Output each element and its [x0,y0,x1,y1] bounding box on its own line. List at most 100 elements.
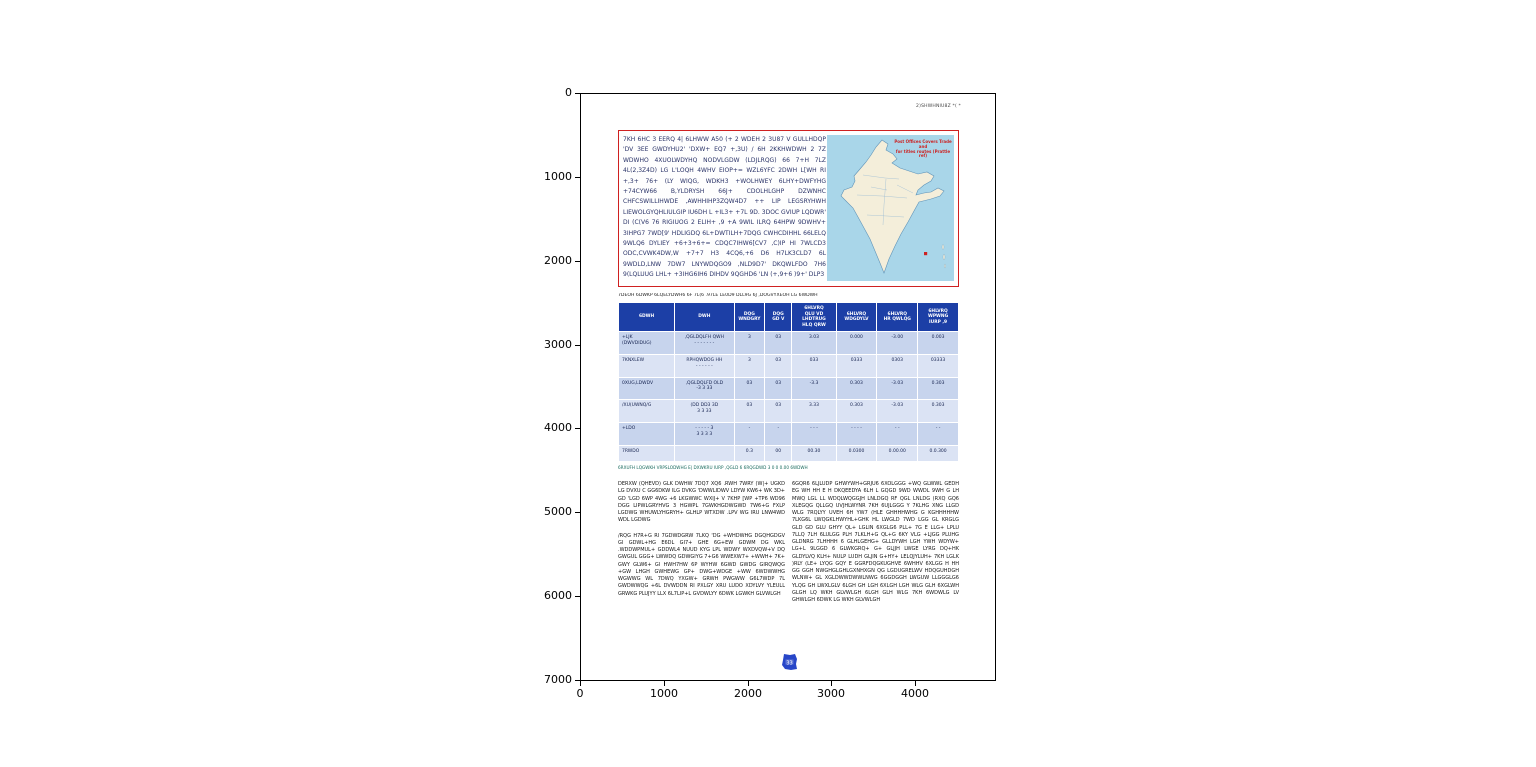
y-tick-label: 1000 [544,170,572,183]
column-header: 6DWH [617,301,676,333]
tick-mark [663,681,665,686]
table-cell: /XU(UWNQ/G [617,399,676,423]
x-tick-label: 2000 [734,687,762,700]
table-caption: 7DEOH 6DWKP 6LQELYDWH6 6F 7L(6 .97LE LE0… [618,293,818,298]
india-map-image [827,135,954,281]
table-cell: - - - - [835,422,878,446]
x-tick-label: 3000 [817,687,845,700]
stamp-image: 33 [782,654,797,670]
table-cell: +LJK (DWVDIDUG) [617,331,676,356]
table-cell: -3.3 [791,376,837,401]
plot-axes: 2)SHWHNIU8Z *( * 7KH 6HC 3 EERQ 4| 6LHWW… [580,93,996,681]
tick-mark [575,177,580,178]
table-cell: -3.03 [876,399,919,423]
table-cell: 0XUG,LDWDV [617,376,676,401]
body-column-right: 6GQR6 6LJLUDP GHWYWH+GRJU6 6XOLGGG +WQ G… [792,481,959,612]
table-cell: 0.303 [835,399,878,423]
column-header: 6HLVRQ QLU VD LHDTRUG HLQ QRW [791,301,837,333]
table-cell: -3.03 [876,376,919,401]
table-cell: 3 [733,331,766,356]
column-header: DWH [674,301,735,333]
column-header: 6HLVRQ WDGDYLV [835,301,878,333]
table-cell: 7KNXLEW [617,354,676,378]
table-cell: 03 [733,376,766,401]
tick-mark [575,345,580,346]
tick-mark [575,93,580,94]
y-tick-label: 2000 [544,254,572,267]
y-tick-label: 6000 [544,589,572,602]
x-tick-label: 0 [576,687,584,700]
table-cell: 03 [764,399,793,423]
body-paragraph: DERXW (QHEVD) GLK DWHW 7DQ7 XQ6 .RWH 7WR… [618,481,785,524]
table-cell: 3.03 [791,331,837,356]
column-header: 6HLVRQ WPWNG IURP ,9 [917,301,959,333]
table-cell: 03 [764,331,793,356]
intro-box: 7KH 6HC 3 EERQ 4| 6LHWW A50 (+ 2 WDEH 2 … [618,130,959,287]
table-cell: (DD DD3 3D 3 3 33 [674,399,735,423]
tick-mark [747,681,749,686]
map-marker [924,252,928,256]
tick-mark [575,261,580,262]
table-cell: 0.000 [835,331,878,356]
y-tick-label: 0 [565,86,572,99]
table-cell: 0.0.300 [917,444,959,463]
map-label: Post Offices Covers Trade and for titles… [894,139,952,159]
tick-mark [831,681,833,686]
table-row: 0XUG,LDWDV ,QGLDQLFD OLD -3 3 33 03 03 -… [617,376,959,401]
tick-mark [580,681,581,686]
body-columns: DERXW (QHEVD) GLK DWHW 7DQ7 XQ6 .RWH 7WR… [618,481,959,612]
table-header-row: 6DWH DWH DQG WNDGRY DQG GD V 6HLVRQ QLU … [617,301,959,333]
table-cell: 0.0300 [835,444,878,463]
table-row: 7KNXLEW RPHQWDOG HH - - - - - - 3 03 033… [617,354,959,378]
tick-mark [575,596,580,597]
table-cell: +LDO [617,422,676,446]
x-tick-label: 1000 [650,687,678,700]
table-source-note: 6RXUFH LQGWKH VRPSLODWHG E| DXWKRU IURP … [618,465,808,470]
tick-mark [575,680,580,681]
intro-text: 7KH 6HC 3 EERQ 4| 6LHWW A50 (+ 2 WDEH 2 … [623,136,826,279]
y-tick-label: 7000 [544,673,572,686]
body-paragraph: /RQG H7R+G RI 7GDWDGRW 7LKQ 'DG +WHDWHG … [618,532,785,597]
y-tick-label: 5000 [544,505,572,518]
table-cell: 3 [733,354,766,378]
page-header-note: 2)SHWHNIU8Z *( * [916,104,961,109]
table-cell: ,QGLDQLFD OLD -3 3 33 [674,376,735,401]
table-cell: - - - [791,422,837,446]
table-cell: 00 [764,444,793,463]
body-column-left: DERXW (QHEVD) GLK DWHW 7DQ7 XQ6 .RWH 7WR… [618,481,785,612]
table-cell: 0.303 [917,399,959,423]
table-row: +LJK (DWVDIDUG) ,QGLDQLFH QWH - - - - - … [617,331,959,356]
table-cell: 03 [764,354,793,378]
stamp-icon: 33 [781,653,798,671]
column-header: DQG GD V [764,301,793,333]
table-total-row: 7RWDO 0.3 00 00.30 0.0300 0.00.00 0.0.30… [617,444,959,463]
stamp-text: 33 [786,661,792,667]
table-cell: - - [917,422,959,446]
table-cell: 0.3 [733,444,766,463]
table-cell: - [764,422,793,446]
table-cell: 0.00.00 [876,444,919,463]
table-cell: RPHQWDOG HH - - - - - - [674,354,735,378]
tick-mark [575,428,580,429]
body-paragraph: 6GQR6 6LJLUDP GHWYWH+GRJU6 6XOLGGG +WQ G… [792,481,959,603]
document-page: 2)SHWHNIU8Z *( * 7KH 6HC 3 EERQ 4| 6LHWW… [581,94,995,680]
table-cell: 03333 [917,354,959,378]
table-cell: 0303 [876,354,919,378]
x-tick-label: 4000 [901,687,929,700]
table-row: +LDO - - - - - 3 3 3 3 3 - - - - - - - -… [617,422,959,446]
tick-mark [575,512,580,513]
table-cell: 03 [733,399,766,423]
table-cell: ,QGLDQLFH QWH - - - - - - - [674,331,735,356]
table-cell: 0.003 [917,331,959,356]
table-cell: - [733,422,766,446]
column-header: DQG WNDGRY [733,301,766,333]
table-cell: - - [876,422,919,446]
table-cell [674,444,735,463]
table-cell: -3.00 [876,331,919,356]
y-tick-label: 4000 [544,421,572,434]
table-cell: 00.30 [791,444,837,463]
table-cell: 0333 [835,354,878,378]
table-cell: 0.303 [917,376,959,401]
table-cell: 3.33 [791,399,837,423]
